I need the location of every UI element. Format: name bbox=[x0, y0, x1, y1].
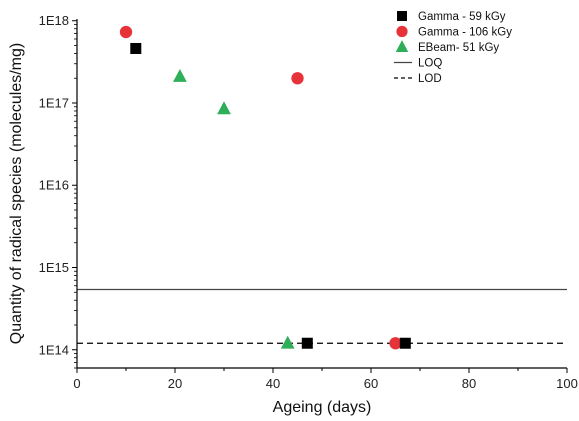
x-tick-label: 20 bbox=[168, 376, 182, 391]
data-point-triangle bbox=[173, 68, 187, 82]
data-point-circle bbox=[119, 25, 133, 39]
data-point-circle bbox=[291, 72, 304, 85]
legend-label: Gamma - 106 kGy bbox=[418, 27, 512, 39]
x-tick-label: 60 bbox=[364, 376, 378, 391]
legend-label: EBeam- 51 kGy bbox=[418, 42, 499, 54]
data-point-square bbox=[130, 42, 142, 54]
y-tick-label: 1E14 bbox=[39, 342, 69, 357]
legend-symbol-triangle bbox=[395, 40, 409, 52]
legend: Gamma - 59 kGy Gamma - 106 kGy EBeam- 51 k… bbox=[394, 11, 512, 85]
legend-label: Gamma - 59 kGy bbox=[418, 11, 506, 23]
y-axis-title: Quantity of radical species (molecules/m… bbox=[8, 43, 25, 344]
x-tick-label: 100 bbox=[556, 376, 578, 391]
y-tick-label: 1E15 bbox=[39, 260, 69, 275]
legend-label: LOQ bbox=[418, 58, 442, 70]
data-point-square bbox=[301, 337, 313, 349]
axes: 0 20 40 60 80 100 1E14 1E15 1E16 1E17 1E18 bbox=[39, 13, 578, 391]
data-point-circle bbox=[389, 337, 402, 350]
data-markers bbox=[119, 25, 411, 350]
data-point-triangle bbox=[280, 335, 295, 349]
y-tick-label: 1E16 bbox=[39, 178, 69, 193]
data-point-square bbox=[399, 337, 411, 349]
data-point-triangle bbox=[217, 101, 231, 115]
x-tick-label: 40 bbox=[266, 376, 280, 391]
legend-symbol-circle bbox=[396, 25, 408, 38]
plot-area bbox=[77, 288, 567, 344]
x-tick-label: 0 bbox=[73, 376, 80, 391]
y-tick-label: 1E17 bbox=[39, 95, 69, 110]
y-tick-label: 1E18 bbox=[39, 13, 69, 28]
x-tick-label: 80 bbox=[462, 376, 476, 391]
x-axis-title: Ageing (days) bbox=[273, 399, 372, 416]
legend-label: LOD bbox=[418, 73, 442, 85]
legend-symbol-square bbox=[397, 11, 407, 21]
